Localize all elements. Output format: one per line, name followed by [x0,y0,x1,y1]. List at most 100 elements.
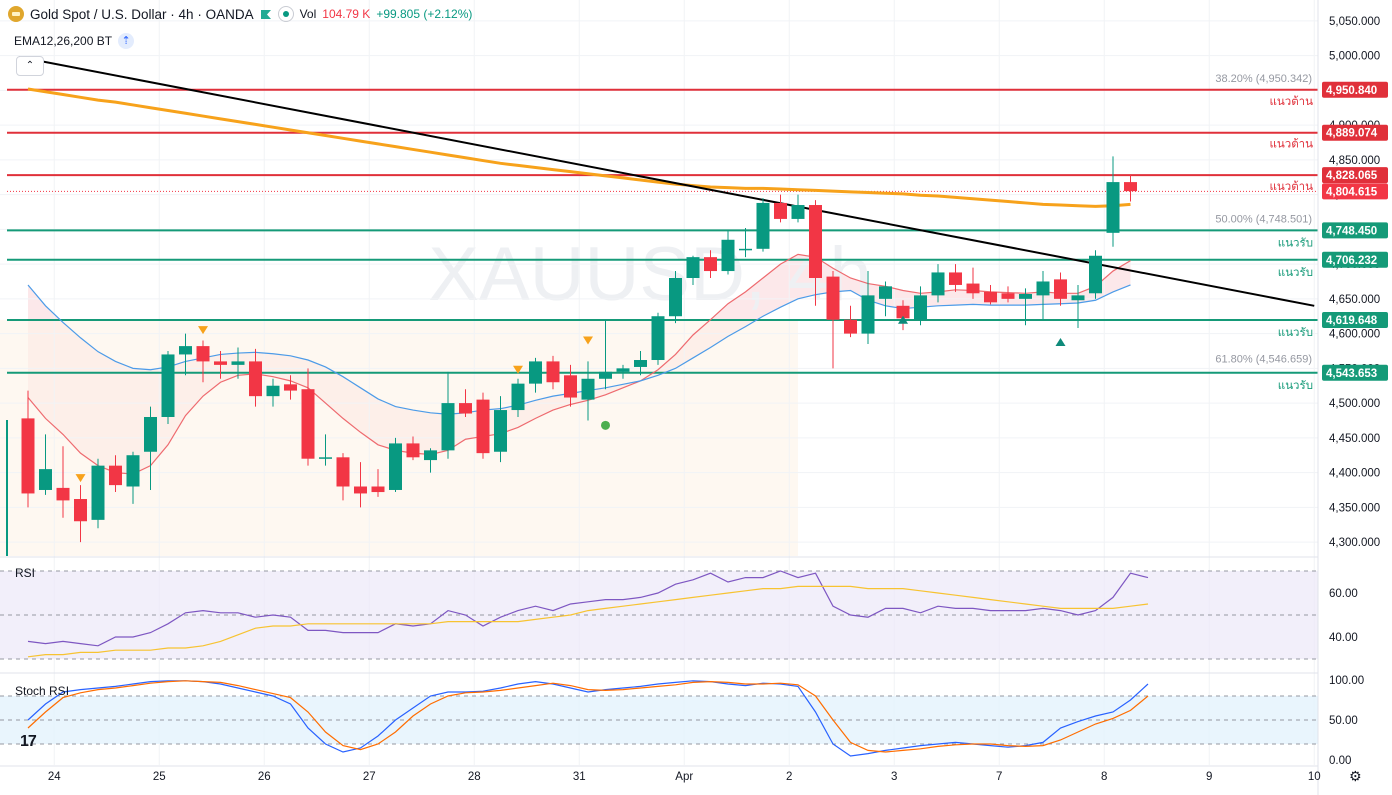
candle-body [301,389,315,459]
x-tick-label: 10 [1308,771,1321,783]
candle-body [39,469,52,490]
x-tick-label: 24 [48,771,61,783]
level-label: แนวรับ [1278,265,1313,279]
candle-body [1001,293,1015,299]
candle [91,458,105,529]
level-label: แนวรับ [1278,325,1313,339]
indicator-settings-icon[interactable]: ⇡ [118,33,135,49]
y-tick-label: 5,000.000 [1329,51,1380,63]
candle [1124,175,1137,202]
candle [319,434,332,466]
settings-gear-icon[interactable]: ⚙ [1349,768,1362,784]
candle-body [214,361,227,365]
x-tick-label: 8 [1101,771,1107,783]
candle [704,250,717,278]
x-tick-label: 7 [996,771,1002,783]
candle [1001,286,1015,303]
candle-body [774,202,787,219]
volume-label: Vol [299,7,317,21]
y-tick-label: 4,650.000 [1329,294,1380,306]
market-status-icon [277,6,294,22]
candle-body [634,360,647,367]
candle-body [739,248,752,251]
flag-icon[interactable] [260,9,272,20]
y-tick-label: 4,500.000 [1329,398,1380,410]
candle [511,378,525,417]
gold-symbol-icon [8,6,24,22]
candle-body [441,403,455,451]
candle-body [844,319,857,334]
candle-body [721,239,735,272]
collapse-legend-button[interactable]: ⌃ [16,56,44,76]
candle [494,396,507,463]
candle-body [791,205,805,219]
candle-body [109,465,122,486]
price-tag-label: 4,619.648 [1326,315,1378,327]
candle-body [581,378,595,400]
candle [581,361,595,421]
candle [756,198,770,252]
symbol-title[interactable]: Gold Spot / U.S. Dollar · 4h · OANDA [30,6,254,22]
indicator-label[interactable]: EMA12,26,200 BT [14,34,113,48]
stoch-k-line [27,680,1149,757]
y-tick-label: 4,450.000 [1329,433,1380,445]
candle [774,194,787,223]
candle [966,267,980,299]
candle [389,437,402,493]
candle-body [179,346,192,355]
candle-body [266,385,280,397]
signal-marker [198,326,208,335]
candle [249,348,262,407]
candle [651,312,665,365]
candle [109,455,122,493]
level-price-tag: 4,543.653 [1322,364,1388,381]
signal-marker [75,474,86,483]
level-label: แนวรับ [1278,378,1313,392]
candle-body [389,443,402,490]
candle [879,281,892,317]
candle-body [1071,295,1085,301]
x-tick-label: 9 [1206,771,1212,783]
candle-body [511,383,525,411]
candle-body [406,443,420,458]
candle [336,453,350,501]
candle-body [984,291,997,303]
candle-body [529,361,542,384]
x-tick-label: 31 [573,771,586,783]
candle-body [424,450,437,461]
candle [161,350,175,424]
candle [406,436,420,461]
candle [896,300,910,331]
candle-body [564,375,577,398]
candle [441,371,455,459]
rsi-ma-line [27,585,1149,658]
fib-label: 50.00% (4,748.501) [1215,213,1312,225]
level-price-tag: 4,889.074 [1322,124,1388,141]
stoch-rsi-pane-label[interactable]: Stoch RSI [15,684,70,698]
candle-body [161,354,175,417]
x-tick-label: 28 [468,771,481,783]
y-tick-label: 5,050.000 [1329,16,1380,28]
candle [931,264,945,303]
candle [301,368,315,466]
candle [634,350,647,376]
candle [56,446,70,518]
candle [74,485,87,543]
candle-body [1106,182,1120,233]
candle [599,319,612,390]
x-tick-label: 26 [258,771,271,783]
candle [914,286,927,326]
candle-body [599,371,612,379]
rsi-pane-label[interactable]: RSI [15,566,36,580]
signal-marker [898,315,908,324]
tradingview-logo-icon: 17 [20,733,37,750]
y-tick-label: 4,400.000 [1329,468,1380,480]
candle-body [74,499,87,522]
candle-body [669,278,682,317]
x-tick-label: 3 [891,771,897,783]
price-tag-box [1322,311,1388,328]
series-line-ema_slow [27,284,1131,415]
level-label: แนวต้าน [1269,179,1313,193]
stoch-d-line [27,680,1149,753]
